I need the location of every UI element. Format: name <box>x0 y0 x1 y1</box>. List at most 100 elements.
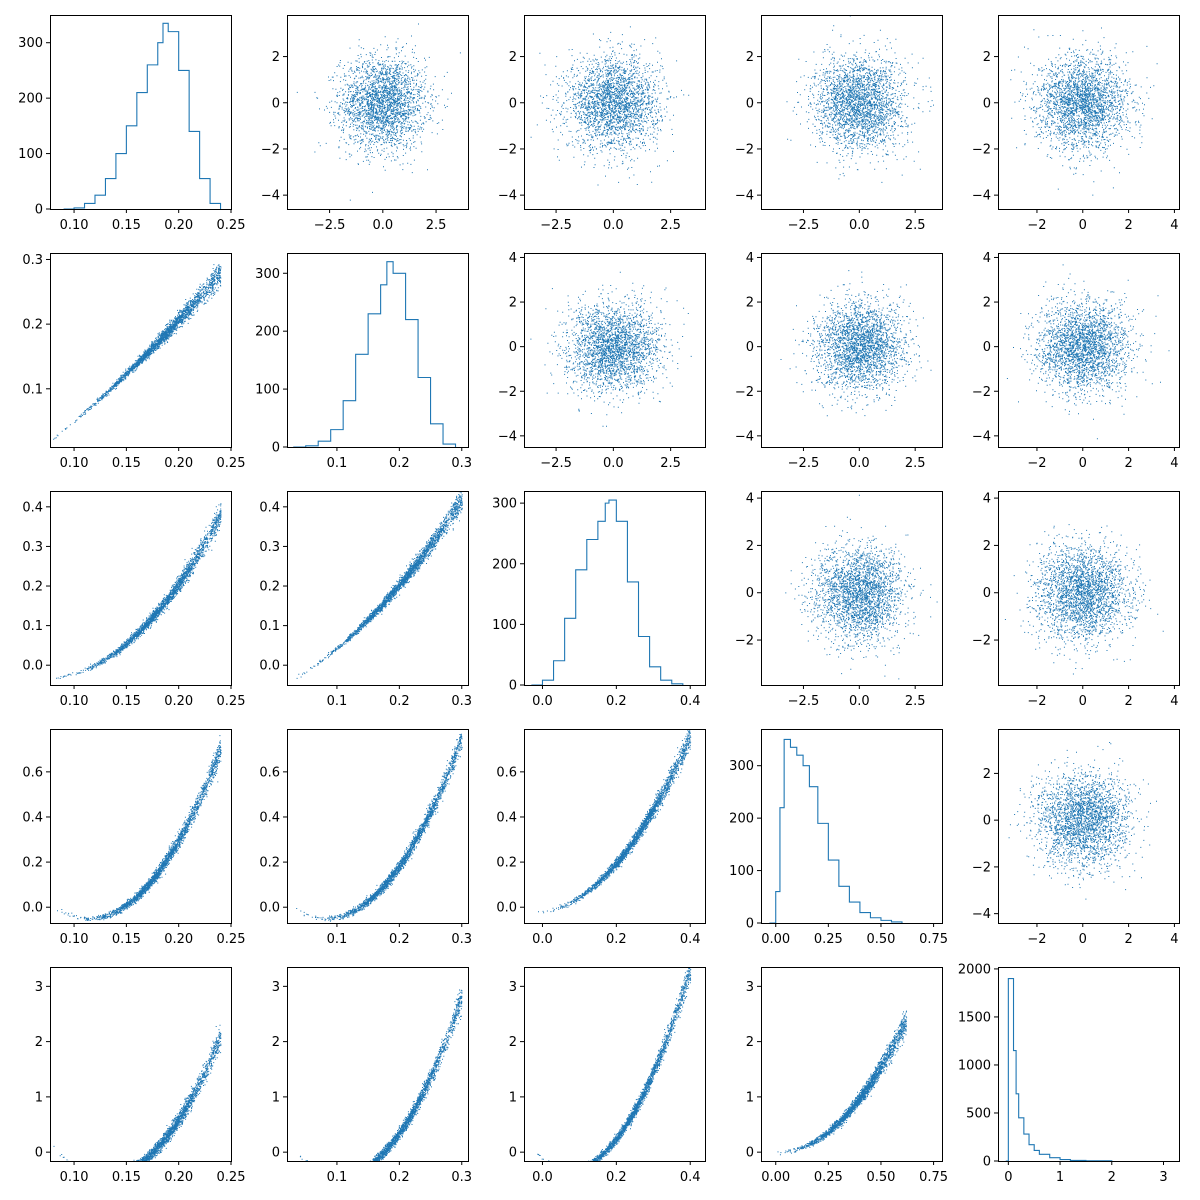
y-tick-label: 0 <box>272 441 280 456</box>
x-tick-label: 0.25 <box>217 1170 246 1185</box>
x-tick-label: 0.50 <box>866 932 895 947</box>
x-tick-label: −2.5 <box>314 218 346 233</box>
y-tick-label: −4 <box>498 189 517 204</box>
y-tick-label: 0.2 <box>259 856 280 871</box>
y-tick-label: 2 <box>35 1035 43 1050</box>
x-tick-label: 0.20 <box>164 456 193 471</box>
x-tick-label: 0.75 <box>919 932 948 947</box>
y-tick-label: 0 <box>746 1146 754 1161</box>
plot-area <box>63 22 222 209</box>
axes-frame <box>761 15 943 210</box>
y-tick-label: −4 <box>972 189 991 204</box>
y-tick-label: 0.3 <box>259 540 280 555</box>
y-tick-label: 0 <box>983 1155 991 1170</box>
x-tick-label: −2 <box>1027 932 1046 947</box>
scatter-points <box>296 491 463 679</box>
x-tick-label: 0.0 <box>849 456 870 471</box>
y-tick-label: 300 <box>492 497 517 512</box>
plot-area <box>780 253 932 417</box>
subplot-r2-c3: −2.5 0.0 2.5 −2 0 2 4 <box>735 491 943 709</box>
y-tick-label: 2 <box>983 767 991 782</box>
axes-frame <box>287 15 469 210</box>
plot-area <box>53 264 222 440</box>
x-tick-label: 0.15 <box>112 218 141 233</box>
x-tick-label: −2.5 <box>540 456 572 471</box>
x-tick-label: 4 <box>1170 932 1178 947</box>
x-tick-label: 0.4 <box>680 1170 701 1185</box>
x-tick-label: 1 <box>1056 1170 1064 1185</box>
x-tick-label: 0.20 <box>164 218 193 233</box>
x-tick-label: 2.5 <box>905 218 926 233</box>
plot-area <box>1006 264 1170 440</box>
plot-area <box>537 967 692 1161</box>
y-tick-label: −2 <box>972 634 991 649</box>
x-tick-label: 0.0 <box>532 932 553 947</box>
x-tick-label: 0.2 <box>389 694 410 709</box>
y-tick-label: −2 <box>972 860 991 875</box>
y-tick-label: 2 <box>746 296 754 311</box>
scatter-points <box>296 733 463 922</box>
y-tick-label: 300 <box>255 267 280 282</box>
x-tick-label: 2.5 <box>905 456 926 471</box>
x-tick-label: 0.4 <box>680 694 701 709</box>
x-tick-label: 0.10 <box>60 218 89 233</box>
y-tick-label: 1500 <box>958 1010 991 1025</box>
x-tick-label: 0.15 <box>112 694 141 709</box>
axes-frame <box>524 15 706 210</box>
x-tick-label: 3 <box>1159 1170 1167 1185</box>
y-tick-label: 0.4 <box>496 810 517 825</box>
x-tick-label: 2.5 <box>905 694 926 709</box>
x-tick-label: 0.25 <box>217 694 246 709</box>
subplot-r2-c1: 0.1 0.2 0.3 0.0 0.1 0.2 0.3 0.4 <box>259 491 472 709</box>
y-tick-label: 1 <box>272 1090 280 1105</box>
y-tick-label: 0.4 <box>259 500 280 515</box>
scatter-points <box>56 503 222 679</box>
x-tick-label: 0.25 <box>217 456 246 471</box>
y-tick-label: 1 <box>35 1090 43 1105</box>
plot-area <box>777 1010 908 1156</box>
y-tick-label: 0 <box>272 96 280 111</box>
axes-frame <box>761 729 943 924</box>
axes-frame <box>50 491 232 686</box>
plot-area <box>299 989 463 1161</box>
y-tick-label: 2 <box>983 50 991 65</box>
scatter-points <box>530 271 692 427</box>
y-tick-label: 0.2 <box>22 318 43 333</box>
x-tick-label: 0.1 <box>327 932 348 947</box>
histogram-step-line <box>293 261 457 447</box>
x-tick-label: 2 <box>1124 456 1132 471</box>
y-tick-label: 100 <box>255 383 280 398</box>
y-tick-label: 4 <box>746 492 754 507</box>
y-tick-label: 0.6 <box>259 765 280 780</box>
y-tick-label: 300 <box>729 759 754 774</box>
x-tick-label: 2.5 <box>426 218 447 233</box>
y-tick-label: 1 <box>509 1090 517 1105</box>
y-tick-label: 0 <box>983 586 991 601</box>
y-tick-label: 0 <box>509 679 517 694</box>
x-tick-label: 0.25 <box>217 932 246 947</box>
y-tick-label: 0.4 <box>22 810 43 825</box>
y-tick-label: −2 <box>498 142 517 157</box>
y-tick-label: 4 <box>983 492 991 507</box>
y-tick-label: 100 <box>18 147 43 162</box>
y-tick-label: 4 <box>509 251 517 266</box>
y-tick-label: 0 <box>35 1146 43 1161</box>
x-tick-label: 0.20 <box>164 694 193 709</box>
y-tick-label: 200 <box>255 325 280 340</box>
subplot-r3-c0: 0.10 0.15 0.20 0.25 0.0 0.2 0.4 0.6 <box>22 729 246 947</box>
x-tick-label: 0.3 <box>451 694 472 709</box>
y-tick-label: 1 <box>746 1090 754 1105</box>
y-tick-label: 0.0 <box>22 659 43 674</box>
subplot-r3-c1: 0.1 0.2 0.3 0.0 0.2 0.4 0.6 <box>259 729 472 947</box>
subplot-r4-c4: 0 1 2 3 0 500 1000 1500 2000 <box>958 962 1180 1185</box>
y-tick-label: 0.6 <box>496 765 517 780</box>
plot-area <box>53 1024 222 1161</box>
y-tick-label: 100 <box>729 864 754 879</box>
y-tick-label: 0.3 <box>22 540 43 555</box>
x-tick-label: 2 <box>1124 218 1132 233</box>
x-tick-label: 4 <box>1170 456 1178 471</box>
x-tick-label: 0.15 <box>112 1170 141 1185</box>
scatter-points <box>530 26 690 186</box>
plot-area <box>293 261 457 447</box>
x-tick-label: 0.15 <box>112 932 141 947</box>
